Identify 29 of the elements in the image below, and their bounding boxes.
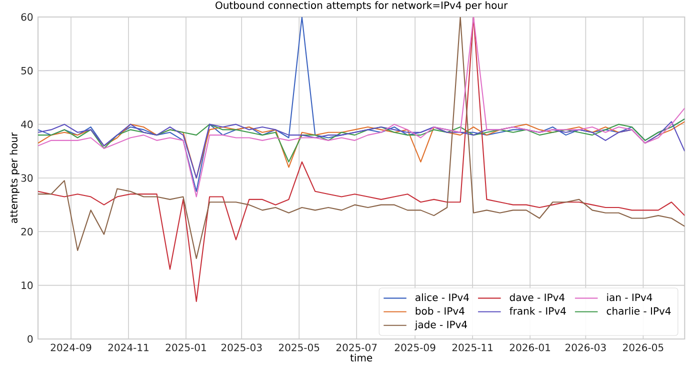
legend-label: alice - IPv4 bbox=[416, 293, 469, 302]
x-tick-label: 2025-05 bbox=[278, 344, 320, 352]
y-axis-title: attempts per hour bbox=[10, 132, 20, 223]
x-tick-label: 2026-03 bbox=[566, 344, 606, 352]
x-tick-label: 2024-11 bbox=[108, 344, 148, 352]
x-axis-title: time bbox=[350, 354, 372, 362]
y-tick-label: 60 bbox=[21, 13, 33, 21]
x-tick-label: 2026-01 bbox=[510, 344, 550, 352]
y-tick-label: 20 bbox=[21, 228, 33, 236]
chart-title: Outbound connection attempts for network=IPv4 per hour bbox=[216, 1, 508, 11]
x-tick-label: 2025-07 bbox=[336, 344, 377, 352]
x-tick-label: 2025-03 bbox=[221, 344, 262, 352]
y-tick-label: 40 bbox=[21, 120, 33, 128]
x-tick-label: 2025-09 bbox=[394, 344, 436, 352]
x-tick-label: 2025-11 bbox=[452, 344, 493, 352]
y-tick-label: 30 bbox=[21, 174, 33, 182]
legend-label: frank - IPv4 bbox=[510, 306, 566, 315]
legend-label: dave - IPv4 bbox=[510, 293, 565, 302]
x-tick-label: 2024-09 bbox=[50, 344, 92, 352]
line-series bbox=[38, 118, 685, 162]
legend-label: ian - IPv4 bbox=[607, 293, 652, 302]
y-tick-label: 0 bbox=[28, 335, 33, 343]
legend-label: jade - IPv4 bbox=[414, 320, 467, 330]
legend-label: charlie - IPv4 bbox=[606, 306, 671, 315]
y-tick-label: 50 bbox=[21, 66, 33, 74]
x-tick-label: 2026-05 bbox=[623, 344, 664, 352]
y-tick-label: 10 bbox=[22, 282, 33, 290]
legend-label: bob - IPv4 bbox=[416, 306, 464, 315]
x-tick-label: 2025-01 bbox=[166, 344, 206, 352]
